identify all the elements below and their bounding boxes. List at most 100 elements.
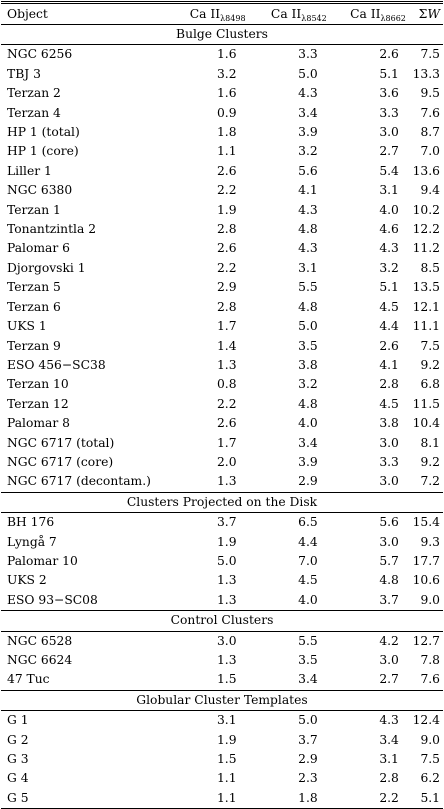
table-row: UKS 1 1.7 5.0 4.4 11.1 — [1, 317, 443, 336]
cell-sum-w: 12.2 — [412, 222, 440, 237]
cell-ca-8662: 3.0 — [379, 474, 399, 489]
cell-ca-8542: 3.2 — [298, 144, 318, 159]
cell-sum-w: 6.8 — [420, 377, 440, 392]
cell-ca-8662: 2.2 — [329, 788, 409, 809]
section-header-row: Bulge Clusters — [1, 24, 443, 46]
header-ca3-base: Ca II — [350, 7, 381, 21]
cell-object: G 4 — [7, 771, 29, 786]
cell-ca-8498: 2.6 — [216, 163, 237, 178]
cell-ca-8662: 3.0 — [379, 435, 399, 450]
cell-ca-8498: 1.3 — [216, 653, 237, 667]
cell-sum-w: 7.0 — [420, 144, 440, 159]
cell-object: Terzan 5 — [7, 280, 61, 295]
cell-object: NGC 6717 (core) — [7, 454, 114, 469]
cell-ca-8498: 1.1 — [216, 144, 237, 159]
table-row: Terzan 9 1.4 3.5 2.6 7.5 — [1, 337, 443, 356]
cell-ca-8662: 3.0 — [379, 653, 399, 667]
table-row: Palomar 8 2.6 4.0 3.8 10.4 — [1, 414, 443, 433]
cell-ca-8662: 4.6 — [379, 222, 399, 237]
cell-sum-w: 13.3 — [412, 66, 440, 81]
table-row: HP 1 (core) 1.1 3.2 2.7 7.0 — [1, 142, 443, 161]
table-row: NGC 6717 (total) 1.7 3.4 3.0 8.1 — [1, 434, 443, 453]
cell-ca-8542: 4.4 — [298, 534, 318, 549]
cell-ca-8542: 5.0 — [298, 319, 318, 334]
table-row: Terzan 5 2.9 5.5 5.1 13.5 — [1, 278, 443, 297]
cell-ca-8542: 4.0 — [298, 416, 318, 431]
table-row: 47 Tuc 1.5 3.4 2.7 7.6 — [1, 670, 443, 690]
cell-ca-8662: 3.0 — [379, 125, 399, 140]
table-row: NGC 6717 (core) 2.0 3.9 3.3 9.2 — [1, 453, 443, 472]
section-title: Clusters Projected on the Disk — [1, 491, 443, 514]
cell-ca-8662: 5.1 — [379, 66, 399, 81]
table-row: HP 1 (total) 1.8 3.9 3.0 8.7 — [1, 123, 443, 142]
cell-object: Terzan 4 — [7, 105, 61, 120]
cell-ca-8542: 5.5 — [298, 280, 318, 295]
cell-ca-8542: 3.8 — [298, 357, 318, 372]
header-sum-var: W — [427, 7, 440, 21]
cell-ca-8662: 3.7 — [379, 592, 399, 607]
cell-ca-8542: 2.3 — [298, 771, 318, 786]
cell-object: Palomar 8 — [7, 416, 70, 431]
cell-object: NGC 6717 (total) — [7, 435, 115, 450]
cell-ca-8662: 4.8 — [379, 573, 399, 588]
cell-ca-8498: 1.7 — [216, 319, 237, 334]
cell-sum-w: 10.6 — [412, 573, 440, 588]
cell-ca-8498: 3.0 — [216, 633, 237, 648]
cell-ca-8498: 3.1 — [216, 713, 237, 728]
header-ca2: Ca IIλ8542 — [248, 1, 330, 25]
cell-ca-8498: 1.6 — [216, 47, 237, 62]
cell-ca-8662: 4.2 — [379, 633, 399, 648]
section-header-row: Globular Cluster Templates — [1, 689, 443, 712]
cell-ca-8498: 1.1 — [170, 788, 249, 809]
cell-ca-8542: 3.3 — [298, 47, 318, 62]
cell-object: G 3 — [7, 752, 29, 767]
section-header-row: Clusters Projected on the Disk — [1, 491, 443, 514]
cell-ca-8498: 2.2 — [216, 260, 237, 275]
cell-sum-w: 15.4 — [412, 515, 440, 530]
cell-ca-8662: 4.5 — [379, 396, 399, 411]
cell-object: Palomar 6 — [7, 241, 70, 256]
header-ca3: Ca IIλ8662 — [329, 1, 409, 25]
table-row: NGC 6528 3.0 5.5 4.2 12.7 — [1, 631, 443, 651]
cell-object: Lyngå 7 — [7, 534, 57, 549]
cell-sum-w: 7.8 — [420, 653, 440, 667]
cell-sum-w: 11.5 — [412, 396, 440, 411]
cell-ca-8542: 1.8 — [248, 788, 330, 809]
header-ca1: Ca IIλ8498 — [170, 1, 249, 25]
cell-ca-8662: 5.1 — [379, 280, 399, 295]
header-row: Object Ca IIλ8498 Ca IIλ8542 Ca IIλ8662 … — [1, 1, 443, 25]
table-row: G 3 1.5 2.9 3.1 7.5 — [1, 750, 443, 769]
cell-object: G 1 — [7, 713, 29, 728]
cell-ca-8662: 3.2 — [379, 260, 399, 275]
header-ca1-sub: λ8498 — [220, 14, 246, 23]
header-ca1-base: Ca II — [189, 7, 221, 21]
cell-sum-w: 7.5 — [420, 752, 440, 767]
cell-ca-8542: 4.3 — [298, 202, 318, 217]
cell-sum-w: 9.3 — [420, 534, 440, 549]
cell-ca-8542: 4.0 — [298, 592, 318, 607]
cell-ca-8498: 1.6 — [216, 86, 237, 101]
cell-sum-w: 12.1 — [412, 299, 440, 314]
cell-ca-8498: 1.4 — [216, 338, 237, 353]
cell-ca-8498: 3.2 — [216, 66, 237, 81]
cell-sum-w: 13.6 — [412, 163, 440, 178]
cell-sum-w: 7.5 — [420, 47, 440, 62]
cell-ca-8662: 4.4 — [379, 319, 399, 334]
cell-sum-w: 17.7 — [412, 553, 440, 568]
cell-sum-w: 7.5 — [420, 338, 440, 353]
cell-ca-8662: 2.8 — [379, 377, 399, 392]
table-row: Palomar 10 5.0 7.0 5.7 17.7 — [1, 552, 443, 571]
cell-ca-8542: 4.3 — [298, 86, 318, 101]
cell-sum-w: 5.1 — [408, 788, 443, 809]
section-title: Globular Cluster Templates — [1, 689, 443, 712]
cell-ca-8498: 1.5 — [216, 672, 237, 687]
cell-object: NGC 6380 — [7, 183, 73, 198]
cell-ca-8662: 2.6 — [379, 338, 399, 353]
cell-ca-8498: 1.9 — [216, 732, 237, 747]
table-row: Terzan 1 1.9 4.3 4.0 10.2 — [1, 201, 443, 220]
cell-ca-8542: 3.5 — [298, 653, 318, 667]
header-ca2-sub: λ8542 — [301, 14, 327, 23]
cell-object: G 2 — [7, 732, 29, 747]
table-body: Bulge Clusters NGC 6256 1.6 3.3 2.6 7.5 TBJ 3 3… — [1, 24, 443, 809]
